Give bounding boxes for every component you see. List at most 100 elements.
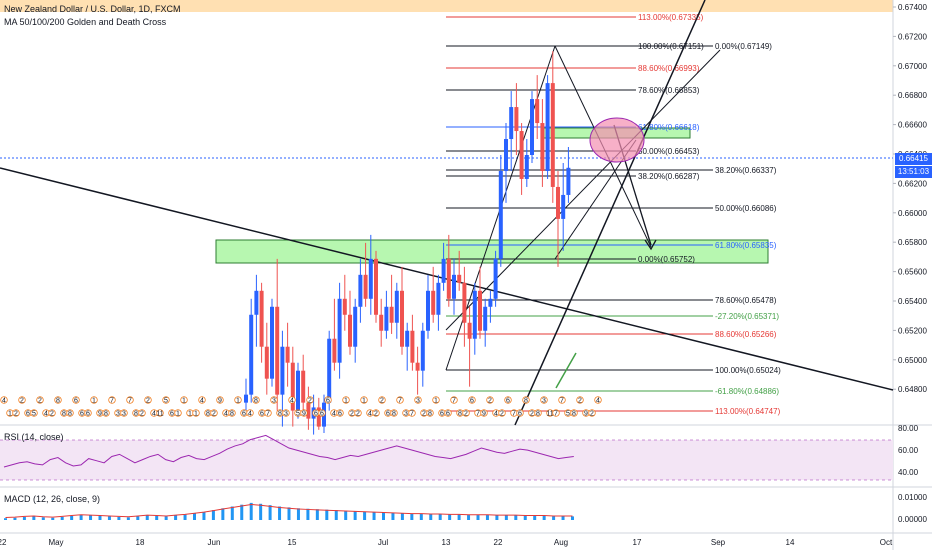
macd-bar	[98, 515, 102, 520]
event-badge	[306, 396, 314, 404]
event-badge-count: 3	[116, 411, 120, 418]
event-badge-count: 2	[14, 411, 18, 418]
date-axis-label: Oct	[880, 538, 893, 547]
fib-label: 113.00%(0.67335)	[638, 13, 704, 22]
macd-bar	[174, 515, 178, 520]
macd-bar	[32, 516, 36, 520]
event-badge-count: 4	[494, 411, 498, 418]
event-badge-count: 6	[386, 411, 390, 418]
indicator-label[interactable]: MA 50/100/200 Golden and Death Cross	[4, 17, 167, 27]
countdown-tag: 13:51:03	[895, 166, 932, 178]
macd-bar	[107, 516, 111, 520]
rsi-line	[3, 434, 574, 468]
event-badge	[234, 396, 242, 404]
macd-bar	[155, 515, 159, 520]
event-badge	[342, 396, 350, 404]
event-badge	[90, 396, 98, 404]
macd-bar	[89, 515, 93, 520]
event-badge	[228, 409, 236, 417]
event-badge	[360, 396, 368, 404]
rsi-axis-label: 80.00	[898, 424, 919, 433]
rsi-label[interactable]: RSI (14, close)	[4, 432, 64, 442]
event-badge	[102, 409, 110, 417]
macd-bar	[221, 508, 225, 520]
date-axis-label: Aug	[554, 538, 568, 547]
event-badge-count: 8	[254, 398, 258, 405]
event-badge	[504, 396, 512, 404]
event-badge	[534, 409, 542, 417]
event-badge-count: 4	[332, 411, 336, 418]
downtrend-line	[0, 167, 894, 391]
symbol-title[interactable]: New Zealand Dollar / U.S. Dollar, 1D, FX…	[4, 4, 181, 14]
event-badge-count: 8	[536, 411, 540, 418]
event-badge-count: 2	[578, 398, 582, 405]
event-badge-count: 6	[518, 411, 522, 418]
event-badge-count: 1	[434, 398, 438, 405]
event-badge-count: 1	[194, 411, 198, 418]
macd-label[interactable]: MACD (12, 26, close, 9)	[4, 494, 101, 504]
event-badge-count: 6	[260, 411, 264, 418]
event-badge-count: 7	[410, 411, 414, 418]
candle-body	[452, 274, 456, 299]
candle-body	[285, 346, 290, 363]
event-badge	[498, 409, 506, 417]
event-badge	[486, 396, 494, 404]
event-badge-count: 9	[584, 411, 588, 418]
event-badge	[0, 396, 8, 404]
event-badge	[162, 396, 170, 404]
price-axis-label: 0.65400	[898, 297, 927, 306]
macd-bar	[164, 516, 168, 520]
candle-body	[540, 123, 545, 171]
event-badge-count: 1	[92, 398, 96, 405]
event-badge-count: 2	[464, 411, 468, 418]
event-badge	[108, 396, 116, 404]
event-badge-count: 1	[8, 411, 12, 418]
event-badge-count: 4	[368, 411, 372, 418]
macd-bar	[325, 509, 329, 520]
fib-ext-label: 50.00%(0.66086)	[715, 204, 777, 213]
candle-body	[431, 290, 436, 315]
event-badge-count: 7	[128, 398, 132, 405]
date-axis-label: 15	[288, 538, 297, 547]
event-badge	[72, 396, 80, 404]
candle-body	[410, 330, 415, 363]
event-badge	[378, 396, 386, 404]
fib-label: 61.80%(0.66618)	[638, 123, 700, 132]
event-badge-count: 6	[320, 411, 324, 418]
event-badge-count: 6	[338, 411, 342, 418]
price-axis-label: 0.65200	[898, 326, 927, 335]
price-axis-label: 0.67200	[898, 32, 927, 41]
fib-ext-label: 0.00%(0.67149)	[715, 42, 772, 51]
event-badge	[48, 409, 56, 417]
macd-bar	[514, 515, 518, 520]
event-badge-count: 6	[470, 398, 474, 405]
target-circle	[589, 117, 645, 163]
macd-bar	[4, 518, 7, 520]
event-badge	[216, 396, 224, 404]
candle-body	[483, 306, 488, 331]
candle-body	[270, 306, 274, 379]
event-badge	[156, 409, 164, 417]
candle-body	[436, 282, 441, 315]
event-badge	[126, 396, 134, 404]
event-badge	[192, 409, 200, 417]
price-axis-label: 0.66600	[898, 121, 927, 130]
forecast-arrowhead	[644, 239, 657, 251]
support-zone	[215, 239, 769, 264]
macd-bar	[193, 513, 196, 520]
macd-bar	[296, 508, 300, 520]
macd-bar	[476, 515, 480, 520]
macd-bar	[306, 508, 310, 520]
candle-body	[535, 99, 540, 124]
event-badge-count: 4	[44, 411, 48, 418]
event-badge	[462, 409, 470, 417]
macd-bar	[382, 512, 385, 520]
candle-body	[280, 346, 285, 395]
candle-body	[348, 314, 352, 347]
macd-bar	[552, 516, 556, 520]
macd-bar	[561, 516, 565, 520]
event-badge-count: 4	[248, 411, 252, 418]
event-badge-count: 6	[74, 398, 78, 405]
